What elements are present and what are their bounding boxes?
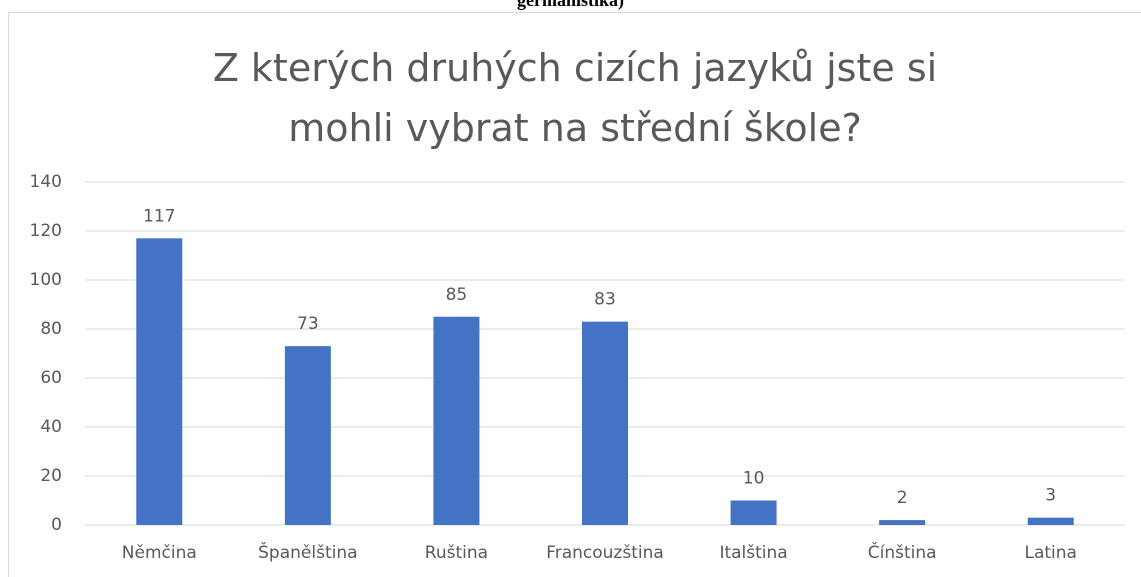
- bar: [1027, 517, 1074, 525]
- y-tick-label: 0: [51, 515, 62, 535]
- y-tick-label: 100: [30, 270, 62, 290]
- data-label: 3: [1045, 486, 1056, 506]
- y-tick-label: 40: [40, 417, 62, 437]
- bar: [136, 238, 183, 525]
- y-tick-label: 60: [40, 368, 62, 388]
- bar: [730, 500, 777, 525]
- bar: [284, 346, 331, 525]
- bar: [879, 520, 926, 525]
- y-tick-label: 80: [40, 319, 62, 339]
- data-label: 10: [743, 469, 765, 489]
- y-tick-label: 20: [40, 466, 62, 486]
- data-label: 2: [897, 488, 908, 508]
- x-tick-label: Španělština: [258, 541, 357, 563]
- x-tick-label: Ruština: [425, 543, 488, 563]
- x-tick-label: Francouzština: [546, 543, 664, 563]
- caption: germanistika): [517, 0, 624, 10]
- chart-title: Z kterých druhých cizích jazyků jste si …: [212, 46, 938, 150]
- data-label: 83: [594, 290, 616, 310]
- chart-border: [8, 12, 1141, 577]
- data-label: 85: [446, 285, 468, 305]
- data-label: 73: [297, 314, 319, 334]
- bar: [433, 316, 480, 525]
- data-label: 117: [143, 206, 175, 226]
- x-tick-label: Čínština: [868, 541, 937, 563]
- x-tick-label: Italština: [719, 543, 787, 563]
- y-tick-label: 140: [30, 172, 62, 192]
- x-tick-label: Němčina: [122, 543, 197, 563]
- bar: [582, 321, 628, 525]
- y-tick-label: 120: [30, 221, 62, 241]
- x-tick-label: Latina: [1024, 543, 1076, 563]
